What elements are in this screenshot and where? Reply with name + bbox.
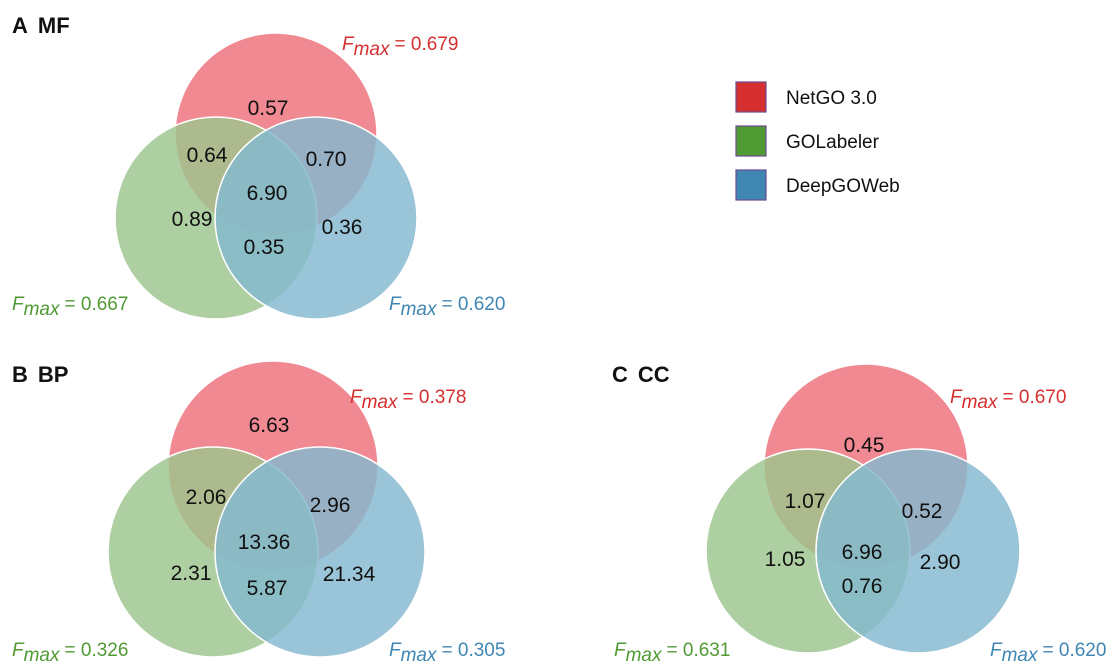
legend-swatch-golabeler [735, 125, 767, 157]
region-label-golabeler-only: 1.05 [765, 548, 806, 571]
fmax-label-netgo: Fmax = 0.378 [350, 387, 466, 413]
panel-title: B BP [12, 362, 68, 387]
region-label-golabeler-only: 2.31 [171, 562, 212, 585]
panel-name: BP [38, 362, 69, 387]
panel-name: MF [38, 13, 70, 38]
region-label-netgo-golabeler: 0.64 [187, 144, 228, 167]
legend-label-deepgoweb: DeepGOWeb [786, 176, 900, 197]
panel-title: A MF [12, 13, 70, 38]
region-label-netgo-deepgoweb: 0.70 [306, 148, 347, 171]
panel-name: CC [638, 362, 670, 387]
region-label-golabeler-deepgoweb: 0.76 [842, 575, 883, 598]
region-label-deepgoweb-only: 0.36 [322, 216, 363, 239]
region-label-golabeler-only: 0.89 [172, 208, 213, 231]
fmax-label-netgo: Fmax = 0.670 [950, 387, 1066, 413]
region-label-netgo-deepgoweb: 0.52 [902, 500, 943, 523]
fmax-label-deepgoweb: Fmax = 0.305 [389, 640, 505, 662]
region-label-netgo-only: 6.63 [249, 414, 290, 437]
legend-swatch-netgo [735, 81, 767, 113]
fmax-label-golabeler: Fmax = 0.667 [12, 294, 128, 320]
region-label-golabeler-deepgoweb: 0.35 [244, 236, 285, 259]
fmax-label-golabeler: Fmax = 0.326 [12, 640, 128, 662]
venn-panels: A MF 0.57 0.64 0.70 6.90 0.89 0.35 0.36 Fmax = 0.6… [12, 13, 1106, 666]
venn-circle-deepgoweb [815, 448, 1021, 654]
venn-panel-bp: B BP 6.63 2.06 2.96 13.36 2.31 5.87 21.34 Fmax = 0… [12, 360, 505, 666]
venn-circle-deepgoweb [214, 116, 418, 320]
region-label-deepgoweb-only: 2.90 [920, 551, 961, 574]
region-label-all: 6.90 [247, 182, 288, 205]
fmax-label-golabeler: Fmax = 0.631 [614, 640, 730, 662]
region-label-netgo-golabeler: 1.07 [785, 490, 826, 513]
fmax-label-netgo: Fmax = 0.679 [342, 34, 458, 60]
panel-letter: A [12, 13, 28, 38]
fmax-label-deepgoweb: Fmax = 0.620 [990, 640, 1106, 662]
region-label-all: 13.36 [238, 531, 291, 554]
panel-letter: C [612, 362, 628, 387]
legend: NetGO 3.0 GOLabeler DeepGOWeb [735, 81, 900, 201]
region-label-deepgoweb-only: 21.34 [323, 563, 376, 586]
panel-title: C CC [612, 362, 670, 387]
legend-swatch-deepgoweb [735, 169, 767, 201]
venn-panel-mf: A MF 0.57 0.64 0.70 6.90 0.89 0.35 0.36 Fmax = 0.6… [12, 13, 505, 320]
legend-label-netgo: NetGO 3.0 [786, 88, 877, 109]
region-label-netgo-only: 0.57 [248, 97, 289, 120]
region-label-netgo-deepgoweb: 2.96 [310, 494, 351, 517]
venn-circle-deepgoweb [214, 446, 426, 658]
region-label-all: 6.96 [842, 541, 883, 564]
region-label-netgo-golabeler: 2.06 [186, 486, 227, 509]
fmax-label-deepgoweb: Fmax = 0.620 [389, 294, 505, 320]
panel-letter: B [12, 362, 28, 387]
region-label-netgo-only: 0.45 [844, 434, 885, 457]
legend-label-golabeler: GOLabeler [786, 132, 880, 153]
region-label-golabeler-deepgoweb: 5.87 [247, 577, 288, 600]
